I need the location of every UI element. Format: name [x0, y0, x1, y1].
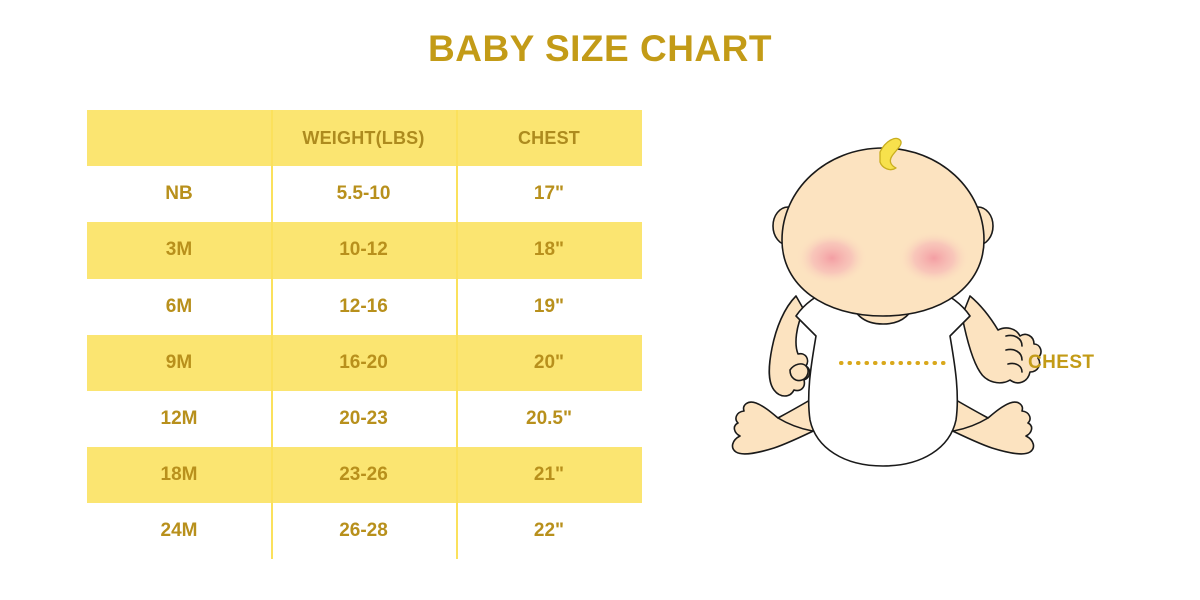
table-row: 24M 26-28 22"	[87, 503, 642, 560]
column-divider-1	[271, 110, 273, 559]
cell-chest: 18"	[533, 239, 565, 261]
cell-size: 9M	[165, 351, 193, 373]
cell-chest: 22"	[533, 520, 565, 542]
column-header-chest: CHEST	[517, 128, 580, 149]
cell-chest: 19"	[533, 295, 565, 317]
chest-label: CHEST	[1028, 352, 1095, 373]
table-header-row: WEIGHT(LBS) CHEST	[87, 110, 642, 167]
cell-weight: 10-12	[339, 239, 388, 261]
table-row: 12M 20-23 20.5"	[87, 390, 642, 448]
table-row: 3M 10-12 18"	[87, 222, 642, 279]
cell-weight: 12-16	[339, 295, 388, 317]
cheek-right-icon	[898, 231, 970, 285]
column-divider-2	[456, 110, 458, 559]
cheek-left-icon	[796, 231, 868, 285]
cell-size: 6M	[165, 295, 193, 317]
cell-chest: 17"	[533, 183, 565, 205]
table-row: 6M 12-16 19"	[87, 278, 642, 335]
cell-weight: 23-26	[339, 464, 388, 486]
cell-size: 24M	[160, 520, 198, 542]
table-row: NB 5.5-10 17"	[87, 166, 642, 223]
cell-size: 3M	[165, 239, 193, 261]
table-row: 9M 16-20 20"	[87, 334, 642, 391]
column-header-weight: WEIGHT(LBS)	[302, 128, 425, 149]
cell-weight: 26-28	[339, 520, 388, 542]
cell-size: 18M	[160, 464, 198, 486]
cell-size: 12M	[160, 408, 198, 430]
cell-chest: 20.5"	[526, 408, 572, 430]
cell-size: NB	[165, 183, 193, 205]
baby-size-table: WEIGHT(LBS) CHEST NB 5.5-10 17" 3M 10-12…	[87, 110, 642, 560]
cell-weight: 20-23	[339, 408, 388, 430]
cell-chest: 21"	[533, 464, 565, 486]
table-row: 18M 23-26 21"	[87, 447, 642, 504]
baby-illustration-icon	[731, 137, 1042, 467]
cell-weight: 5.5-10	[336, 183, 391, 205]
page-title: BABY SIZE CHART	[428, 28, 772, 69]
cell-weight: 16-20	[339, 351, 388, 373]
cell-chest: 20"	[533, 351, 565, 373]
